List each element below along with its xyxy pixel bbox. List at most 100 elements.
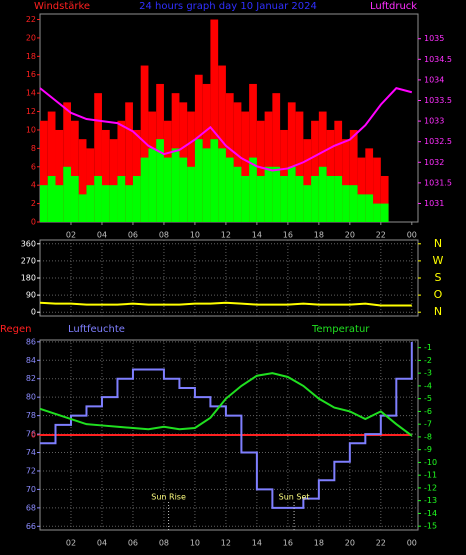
wind-bar — [148, 148, 157, 222]
y2-tick-label: W — [433, 254, 444, 267]
y2-tick-label: -5 — [424, 394, 432, 403]
x-tick-label: 08 — [159, 231, 169, 240]
wind-bar — [272, 166, 281, 222]
y-tick-label: 80 — [26, 393, 36, 402]
wind-bar — [264, 166, 273, 222]
y2-tick-label: 1035 — [424, 34, 444, 43]
y2-tick-label: 1034 — [424, 75, 444, 84]
y-tick-label: 2 — [31, 199, 36, 208]
x-tick-label: 02 — [66, 539, 76, 548]
y-tick-label: 4 — [31, 181, 36, 190]
wind-bar — [55, 129, 64, 222]
data-line — [39, 372, 413, 437]
x-tick-label: 18 — [314, 539, 324, 548]
x-tick-label: 16 — [283, 539, 293, 548]
legend-label: Regen — [0, 324, 32, 335]
wind-bar — [241, 175, 250, 222]
wind-bar — [40, 120, 48, 222]
y-tick-label: 76 — [26, 430, 36, 439]
y2-tick-label: 1033 — [424, 117, 444, 126]
y-tick-label: 78 — [26, 411, 36, 420]
wind-bar — [171, 148, 180, 222]
x-tick-label: 18 — [314, 231, 324, 240]
y-axis-label: Windstärke — [34, 1, 90, 12]
y2-tick-label: -9 — [424, 445, 432, 454]
wind-bar — [132, 175, 141, 222]
wind-bar — [303, 139, 312, 222]
wind-bar — [94, 175, 102, 222]
wind-bar — [373, 203, 381, 222]
wind-bar — [311, 120, 319, 222]
y2-axis-label: Luftdruck — [370, 1, 417, 12]
wind-bar — [349, 185, 358, 222]
y-tick-label: 68 — [26, 503, 36, 512]
wind-bar — [380, 175, 389, 222]
y2-tick-label: 1033.5 — [424, 96, 452, 105]
x-tick-label: 22 — [376, 539, 386, 548]
wind-bar — [47, 111, 56, 222]
wind-bar — [63, 166, 71, 222]
wind-bar — [86, 185, 95, 222]
wind-bar — [210, 139, 219, 222]
y2-tick-label: O — [434, 288, 443, 301]
wind-bar — [318, 166, 327, 222]
wind-bar — [78, 194, 87, 222]
wind-bar — [287, 166, 296, 222]
wind-bar — [365, 148, 374, 222]
y-tick-label: 0 — [31, 431, 36, 440]
y-tick-label: 22 — [26, 15, 36, 24]
y-tick-label: 82 — [26, 374, 36, 383]
y-tick-label: 66 — [26, 522, 36, 531]
y-tick-label: 6 — [31, 162, 36, 171]
x-tick-label: 20 — [345, 539, 355, 548]
y-tick-label: 10 — [26, 125, 36, 134]
x-tick-label: 10 — [190, 231, 200, 240]
y-tick-label: 72 — [26, 466, 36, 475]
y2-tick-label: 1034.5 — [424, 55, 452, 64]
y2-tick-label: -3 — [424, 369, 432, 378]
wind-bar — [187, 166, 195, 222]
wind-bar — [40, 185, 48, 222]
chart-title: 24 hours graph day 10 Januar 2024 — [139, 1, 317, 12]
legend-label: Temperatur — [311, 324, 370, 335]
y-tick-label: 20 — [26, 33, 36, 42]
x-tick-label: 12 — [221, 231, 231, 240]
y-tick-label: 0 — [31, 308, 36, 317]
wind-bar — [70, 175, 79, 222]
wind-bar — [63, 102, 71, 222]
wind-bar — [194, 139, 203, 222]
data-line — [39, 87, 413, 172]
wind-bar — [365, 194, 374, 222]
y-tick-label: 18 — [26, 52, 36, 61]
wind-bar — [241, 111, 250, 222]
step-line — [40, 341, 413, 509]
x-tick-label: 06 — [128, 231, 138, 240]
wind-bar — [125, 185, 133, 222]
wind-bar — [70, 120, 79, 222]
x-tick-label: 16 — [283, 231, 293, 240]
wind-bar — [303, 185, 312, 222]
wind-bar — [140, 157, 149, 222]
y2-tick-label: -15 — [424, 522, 437, 531]
y-tick-label: 270 — [21, 256, 36, 265]
wind-bar — [326, 175, 335, 222]
y-tick-label: 0 — [31, 218, 36, 227]
y-tick-label: 360 — [21, 239, 36, 248]
y-tick-label: 14 — [26, 89, 36, 98]
wind-bar — [249, 83, 257, 222]
wind-bar — [109, 139, 118, 222]
wind-bar — [295, 111, 304, 222]
wind-bar — [78, 139, 87, 222]
wind-bar — [233, 102, 242, 222]
wind-bar — [210, 19, 219, 222]
y2-tick-label: -10 — [424, 458, 437, 467]
y-tick-label: 74 — [26, 448, 36, 457]
wind-bar — [117, 175, 126, 222]
y-tick-label: 180 — [21, 274, 36, 283]
wind-bar — [311, 175, 319, 222]
y2-tick-label: -11 — [424, 471, 437, 480]
y2-tick-label: -8 — [424, 432, 432, 441]
y2-tick-label: -4 — [424, 381, 432, 390]
x-tick-label: 04 — [97, 231, 107, 240]
